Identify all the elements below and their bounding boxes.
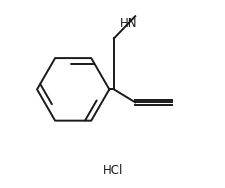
Text: HCl: HCl — [102, 164, 123, 177]
Text: HN: HN — [119, 17, 136, 30]
